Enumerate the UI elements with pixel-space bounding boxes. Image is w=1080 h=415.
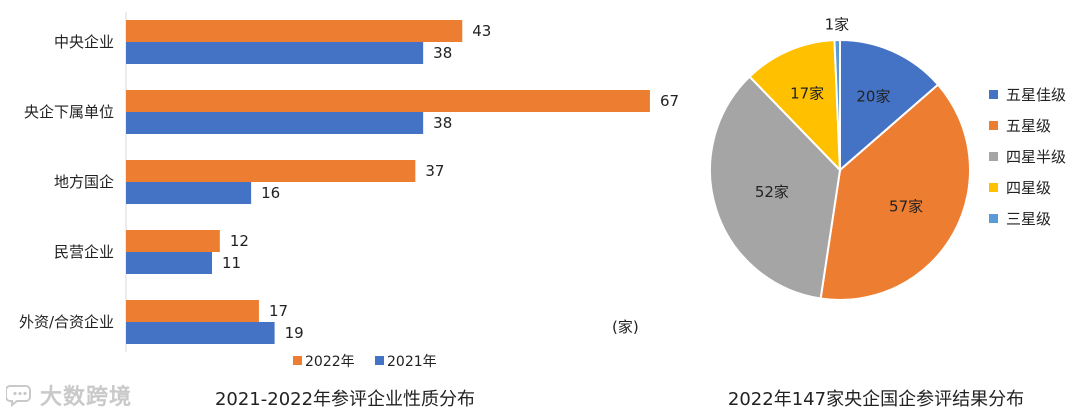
legend-label: 四星级 [1006,179,1051,197]
legend-swatch [293,356,302,365]
pie-data-label: 17家 [790,85,824,103]
bar-value-label: 12 [230,232,249,250]
pie-data-label: 20家 [856,88,890,106]
pie-data-label: 57家 [889,197,923,215]
bar-2022 [126,160,416,182]
unit-label: (家) [612,318,639,336]
chat-bubble-icon [6,385,31,408]
pie-data-label: 52家 [755,183,789,201]
pie-slice [839,38,940,173]
bar-2022 [126,90,650,112]
pie-slice [709,75,842,300]
legend-label: 四星半级 [1006,148,1066,166]
legend-swatch [989,121,998,130]
category-label: 民营企业 [54,243,114,261]
bar-2021 [126,182,252,204]
category-label: 外资/合资企业 [19,313,114,331]
bar-value-label: 38 [433,114,452,132]
bar-value-label: 16 [261,184,280,202]
legend-label: 三星级 [1006,210,1051,228]
bar-2021 [126,112,424,134]
legend-swatch [989,183,998,192]
bar-value-label: 19 [285,324,304,342]
legend-swatch [989,90,998,99]
legend-label: 五星佳级 [1006,86,1066,104]
bar-2021 [126,42,424,64]
legend-swatch [989,152,998,161]
pie-slice [833,38,841,171]
bar-2022 [126,230,220,252]
legend-label: 五星级 [1006,117,1051,135]
watermark-text: 大数跨境 [40,385,133,410]
pie-slice [819,83,971,301]
bar-value-label: 43 [472,22,491,40]
bar-value-label: 17 [269,302,288,320]
category-label: 中央企业 [54,33,114,51]
category-label: 央企下属单位 [24,103,114,121]
pie-chart-title: 2022年147家央企国企参评结果分布 [728,389,1024,410]
legend-label: 2022年 [305,354,355,370]
bar-chart-title: 2021-2022年参评企业性质分布 [215,389,475,410]
bar-value-label: 67 [660,92,679,110]
bar-2021 [126,322,275,344]
watermark: 大数跨境 [6,380,132,410]
bar-2021 [126,252,213,274]
legend-label: 2021年 [387,354,437,370]
legend-swatch [989,214,998,223]
category-label: 地方国企 [54,173,114,191]
bar-2022 [126,20,463,42]
bar-2022 [126,300,259,322]
bar-value-label: 37 [425,162,444,180]
bar-value-label: 38 [433,44,452,62]
bar-value-label: 11 [222,254,241,272]
pie-data-label: 1家 [825,15,850,33]
legend-swatch [375,356,384,365]
pie-slice [748,39,842,173]
